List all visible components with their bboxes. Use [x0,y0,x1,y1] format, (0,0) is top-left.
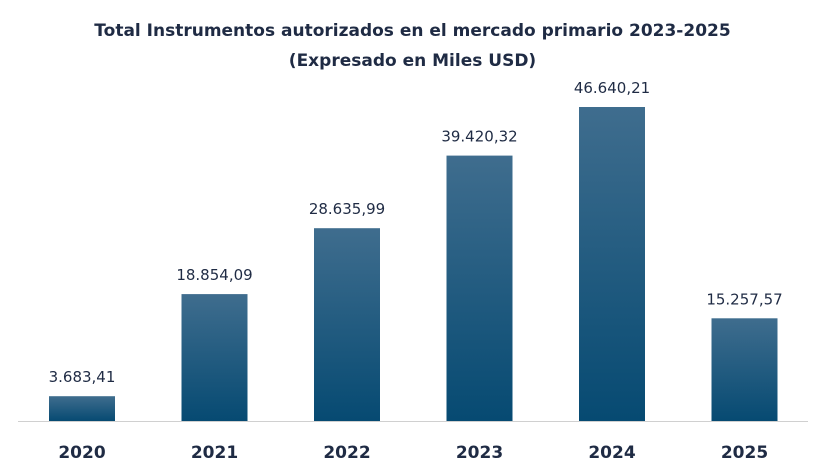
data-label-2021: 18.854,09 [176,266,252,284]
bar-2022 [314,228,380,421]
x-tick-label-2020: 2020 [58,443,105,463]
x-tick-label-2021: 2021 [191,443,238,463]
bar-2021 [181,294,248,421]
x-tick-label-2025: 2025 [721,443,768,463]
chart-title: Total Instrumentos autorizados en el mer… [94,21,731,41]
data-label-2020: 3.683,41 [49,368,116,386]
x-tick-label-2023: 2023 [456,443,503,463]
chart-subtitle: (Expresado en Miles USD) [288,51,537,71]
data-label-2023: 39.420,32 [441,128,517,146]
x-tick-label-2024: 2024 [588,443,635,463]
bar-2023 [446,155,513,421]
data-label-2022: 28.635,99 [309,200,385,218]
bar-2024 [579,107,645,421]
bar-2020 [49,396,115,421]
bar-2025 [711,318,778,421]
data-label-2024: 46.640,21 [574,79,650,97]
data-label-2025: 15.257,57 [706,290,782,308]
x-tick-label-2022: 2022 [323,443,370,463]
